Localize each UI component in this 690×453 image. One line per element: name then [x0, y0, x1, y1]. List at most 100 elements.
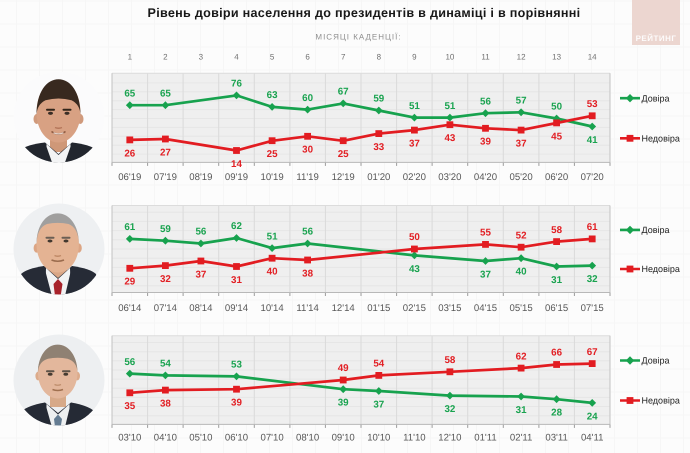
svg-text:02'11: 02'11 — [510, 432, 532, 443]
svg-text:12: 12 — [517, 53, 526, 62]
svg-text:32: 32 — [587, 274, 598, 285]
svg-text:31: 31 — [231, 275, 242, 286]
svg-text:Недовіра: Недовіра — [642, 396, 680, 406]
svg-text:08'19: 08'19 — [189, 172, 212, 183]
svg-text:38: 38 — [302, 268, 313, 279]
svg-text:67: 67 — [338, 87, 349, 98]
svg-text:03'15: 03'15 — [438, 303, 461, 314]
svg-text:11: 11 — [481, 53, 490, 62]
svg-text:13: 13 — [552, 53, 561, 62]
svg-text:12'10: 12'10 — [438, 432, 461, 443]
svg-text:06'19: 06'19 — [118, 172, 141, 183]
svg-text:30: 30 — [302, 145, 313, 156]
svg-text:04'11: 04'11 — [581, 432, 603, 443]
svg-text:Рівень довіри населення до пре: Рівень довіри населення до президентів в… — [148, 6, 581, 20]
svg-text:65: 65 — [124, 88, 135, 99]
svg-text:29: 29 — [124, 277, 135, 288]
svg-text:04'10: 04'10 — [154, 432, 177, 443]
svg-text:11'14: 11'14 — [296, 303, 319, 314]
svg-text:37: 37 — [195, 269, 206, 280]
svg-text:14: 14 — [588, 53, 597, 62]
svg-text:39: 39 — [338, 398, 349, 409]
svg-text:65: 65 — [160, 88, 171, 99]
svg-text:06'10: 06'10 — [225, 432, 248, 443]
svg-text:05'20: 05'20 — [510, 172, 533, 183]
svg-text:59: 59 — [160, 224, 171, 235]
svg-text:62: 62 — [231, 221, 242, 232]
svg-text:37: 37 — [373, 399, 384, 410]
svg-text:04'15: 04'15 — [474, 303, 497, 314]
svg-text:7: 7 — [341, 53, 346, 62]
svg-text:39: 39 — [480, 137, 491, 148]
svg-text:09'14: 09'14 — [225, 303, 249, 314]
svg-text:6: 6 — [305, 53, 310, 62]
svg-text:1: 1 — [128, 53, 133, 62]
svg-text:37: 37 — [480, 269, 491, 280]
svg-text:53: 53 — [231, 360, 242, 371]
svg-text:Довіра: Довіра — [642, 93, 670, 103]
svg-text:56: 56 — [302, 227, 313, 238]
svg-text:02'20: 02'20 — [403, 172, 426, 183]
svg-text:58: 58 — [444, 355, 455, 366]
svg-text:07'10: 07'10 — [261, 432, 284, 443]
svg-text:56: 56 — [480, 96, 491, 107]
svg-text:37: 37 — [516, 139, 527, 150]
svg-text:07'14: 07'14 — [154, 303, 178, 314]
svg-text:03'11: 03'11 — [545, 432, 567, 443]
svg-text:09'10: 09'10 — [332, 432, 355, 443]
svg-text:01'20: 01'20 — [367, 172, 390, 183]
svg-text:43: 43 — [409, 264, 420, 275]
svg-text:12'19: 12'19 — [332, 172, 355, 183]
svg-text:61: 61 — [587, 222, 598, 233]
svg-text:31: 31 — [516, 405, 527, 416]
svg-text:67: 67 — [587, 347, 598, 358]
svg-text:07'15: 07'15 — [581, 303, 604, 314]
svg-text:9: 9 — [412, 53, 417, 62]
svg-text:11'10: 11'10 — [403, 432, 425, 443]
svg-text:Недовіра: Недовіра — [642, 264, 680, 274]
svg-text:37: 37 — [409, 139, 420, 150]
svg-text:33: 33 — [373, 142, 384, 153]
svg-text:05'10: 05'10 — [189, 432, 212, 443]
svg-text:07'19: 07'19 — [154, 172, 177, 183]
svg-text:11'19: 11'19 — [296, 172, 318, 183]
svg-text:04'20: 04'20 — [474, 172, 497, 183]
svg-text:01'11: 01'11 — [474, 432, 496, 443]
svg-text:Недовіра: Недовіра — [642, 134, 680, 144]
svg-text:43: 43 — [444, 133, 455, 144]
svg-text:40: 40 — [267, 267, 278, 278]
svg-text:12'14: 12'14 — [332, 303, 356, 314]
svg-text:76: 76 — [231, 79, 242, 90]
svg-text:06'14: 06'14 — [118, 303, 142, 314]
svg-text:66: 66 — [551, 348, 562, 359]
svg-text:25: 25 — [338, 149, 349, 160]
svg-text:56: 56 — [124, 357, 135, 368]
svg-text:08'10: 08'10 — [296, 432, 319, 443]
svg-text:51: 51 — [444, 101, 455, 112]
svg-text:32: 32 — [160, 274, 171, 285]
svg-text:10'14: 10'14 — [261, 303, 285, 314]
svg-text:50: 50 — [409, 232, 420, 243]
svg-text:60: 60 — [302, 93, 313, 104]
svg-text:24: 24 — [587, 411, 598, 422]
svg-text:10'19: 10'19 — [261, 172, 284, 183]
svg-text:03'10: 03'10 — [118, 432, 141, 443]
svg-text:50: 50 — [551, 102, 562, 113]
svg-text:41: 41 — [587, 135, 598, 146]
svg-text:07'20: 07'20 — [581, 172, 604, 183]
svg-text:Довіра: Довіра — [642, 225, 670, 235]
svg-text:10'10: 10'10 — [367, 432, 390, 443]
svg-text:59: 59 — [373, 94, 384, 105]
svg-text:08'14: 08'14 — [189, 303, 213, 314]
svg-text:06'15: 06'15 — [545, 303, 568, 314]
svg-text:26: 26 — [124, 148, 135, 159]
svg-text:МІСЯЦІ КАДЕНЦІЇ:: МІСЯЦІ КАДЕНЦІЇ: — [315, 33, 401, 42]
svg-text:61: 61 — [124, 222, 135, 233]
svg-text:63: 63 — [267, 90, 278, 101]
svg-text:62: 62 — [516, 351, 527, 362]
svg-text:3: 3 — [199, 53, 204, 62]
svg-text:54: 54 — [160, 359, 171, 370]
svg-text:31: 31 — [551, 275, 562, 286]
svg-text:Довіра: Довіра — [642, 356, 670, 366]
svg-text:55: 55 — [480, 228, 491, 239]
